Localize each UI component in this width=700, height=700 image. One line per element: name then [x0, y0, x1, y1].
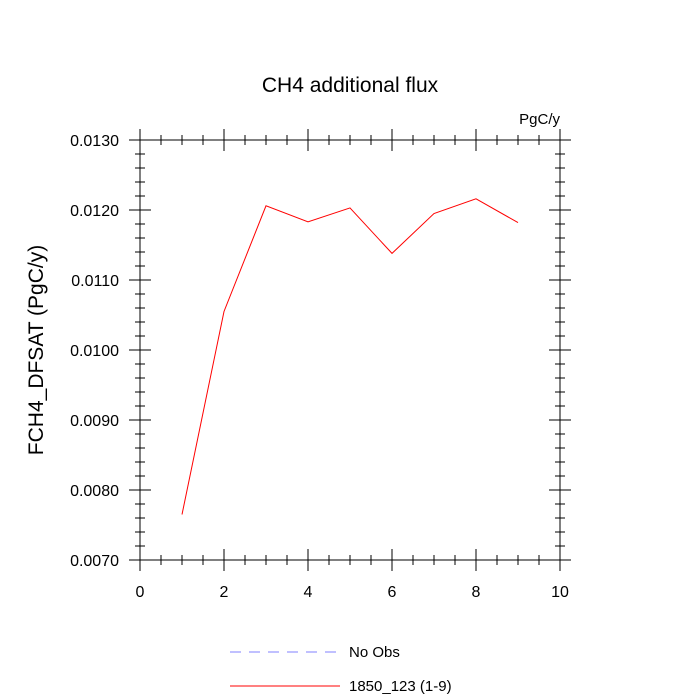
- x-tick-label: 2: [220, 584, 229, 601]
- chart-title: CH4 additional flux: [262, 74, 439, 97]
- y-axis-label: FCH4_DFSAT (PgC/y): [25, 245, 48, 455]
- y-tick-label: 0.0130: [70, 133, 119, 150]
- units-label: PgC/y: [519, 111, 560, 128]
- legend: No Obs 1850_123 (1-9): [230, 644, 452, 695]
- legend-label: No Obs: [349, 644, 400, 661]
- x-tick-label: 6: [388, 584, 397, 601]
- y-tick-label: 0.0100: [70, 343, 119, 360]
- y-tick-label: 0.0120: [70, 203, 119, 220]
- legend-label: 1850_123 (1-9): [349, 678, 452, 695]
- y-tick-label: 0.0090: [70, 413, 119, 430]
- x-tick-label: 10: [551, 584, 569, 601]
- x-tick-label: 0: [136, 584, 145, 601]
- y-tick-label: 0.0070: [70, 553, 119, 570]
- series-line: [181, 198, 519, 515]
- plot-frame: [139, 139, 561, 561]
- x-tick-label: 8: [472, 584, 481, 601]
- y-tick-label: 0.0110: [71, 273, 119, 290]
- x-tick-label: 4: [304, 584, 313, 601]
- y-tick-label: 0.0080: [70, 483, 119, 500]
- plot-area: 0 2 4 6 8 10 0.0070 0.0080 0.0090 0.0100 0.0110 0.0…: [70, 129, 571, 601]
